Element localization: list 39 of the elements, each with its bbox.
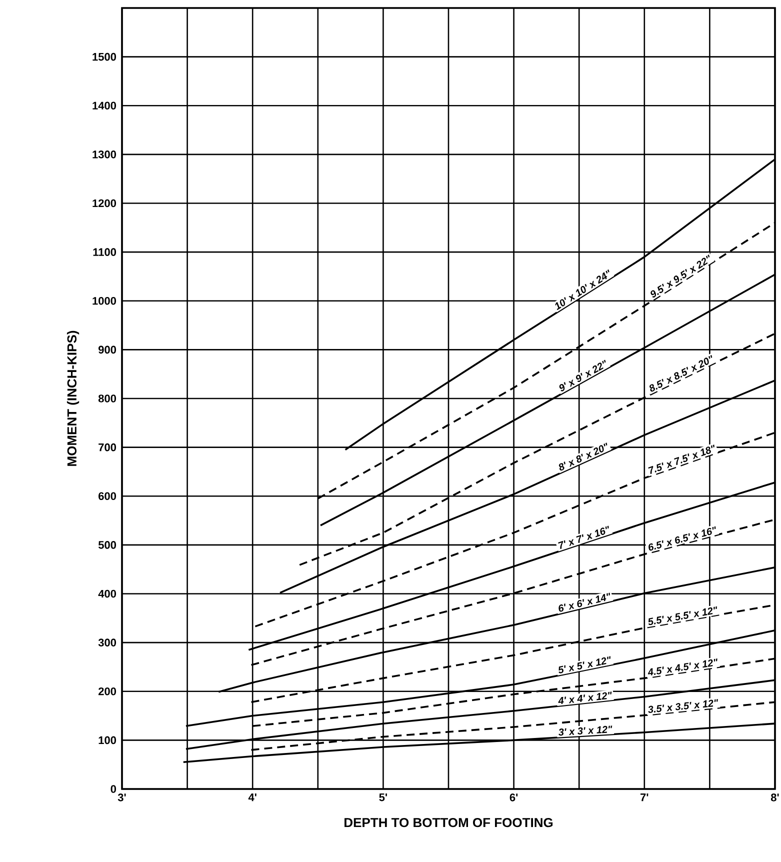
text: 10' x 10' x 24" — [555, 269, 610, 310]
x-tick-label: 6' — [510, 794, 518, 802]
text: 6.5' x 6.5' x 16" — [648, 526, 716, 551]
x-tick-label: 7' — [640, 794, 648, 802]
text: 5' x 5' x 12" — [558, 656, 610, 674]
text: 9' x 9' x 22" — [559, 360, 606, 392]
y-tick-label: 1100 — [93, 248, 116, 256]
text: 6' x 6' x 14" — [558, 592, 610, 612]
x-tick-label: 4' — [248, 794, 256, 802]
y-tick-label: 800 — [98, 394, 116, 402]
y-tick-label: 1200 — [92, 199, 116, 208]
x-axis-title: DEPTH TO BOTTOM OF FOOTING — [344, 818, 553, 828]
y-tick-label: 1300 — [92, 150, 116, 158]
x-tick-label: 5' — [379, 794, 387, 802]
x-tick-label: 3' — [118, 794, 126, 802]
x-tick-label: 8' — [770, 794, 779, 802]
text: 9.5' x 9.5' x 22" — [650, 254, 710, 298]
text: 7.5' x 7.5' x 18" — [648, 444, 714, 474]
series-label: 3' x 3' x 12" — [558, 726, 612, 736]
text: 5.5' x 5.5' x 12" — [648, 606, 717, 626]
y-axis-title: MOMENT (INCH-KIPS) — [66, 330, 80, 466]
text: 4.5' x 4.5' x 12" — [648, 658, 718, 676]
text: 8' x 8' x 20" — [558, 442, 608, 471]
y-tick-label: 600 — [98, 492, 116, 500]
y-tick-label: 1000 — [92, 296, 116, 305]
y-tick-label: 700 — [98, 443, 116, 452]
y-tick-label: 300 — [98, 638, 116, 646]
text: 4' x 4' x 12" — [558, 692, 612, 704]
y-tick-label: 900 — [98, 346, 116, 354]
y-tick-label: 0 — [110, 785, 116, 793]
y-tick-label: 400 — [98, 590, 116, 598]
y-tick-label: 100 — [98, 736, 116, 744]
text: 7' x 7' x 16" — [558, 526, 609, 550]
y-tick-label: 500 — [98, 541, 116, 549]
y-tick-label: 1500 — [92, 52, 116, 61]
y-tick-label: 1400 — [92, 102, 116, 110]
text: 8.5' x 8.5' x 20" — [649, 354, 712, 392]
text: 3.5' x 3.5' x 12" — [648, 699, 718, 713]
y-tick-label: 200 — [98, 687, 116, 696]
